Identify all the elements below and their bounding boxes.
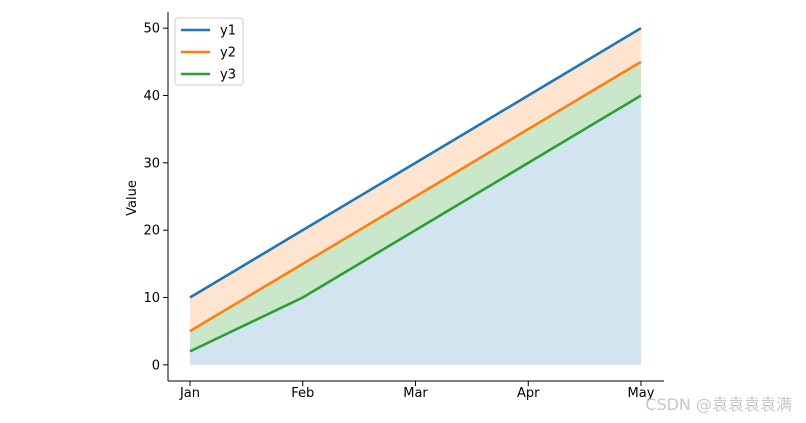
y-tick-label: 20 <box>143 224 160 239</box>
x-tick-label: Feb <box>291 386 314 401</box>
series-line-y2 <box>189 60 642 333</box>
legend-label-y2: y2 <box>220 46 236 61</box>
x-ticks: Jan Feb Mar Apr May <box>179 381 655 401</box>
legend-label-y3: y3 <box>220 68 236 83</box>
watermark: CSDN @袁袁袁袁满 <box>645 395 792 414</box>
y-ticks: 0 10 20 30 40 50 <box>143 22 168 373</box>
legend-label-y1: y1 <box>220 24 236 39</box>
series-line-y3 <box>189 94 642 353</box>
y-tick-label: 10 <box>143 291 160 306</box>
x-tick-label: Jan <box>179 386 200 401</box>
series-lines <box>189 27 642 353</box>
y-tick-label: 0 <box>152 358 160 373</box>
y-tick-label: 30 <box>143 156 160 171</box>
legend: y1 y2 y3 <box>174 17 244 86</box>
y-tick-label: 40 <box>143 89 160 104</box>
x-tick-label: Apr <box>517 386 540 401</box>
fill-area-y2-y3 <box>190 61 641 352</box>
series-line-y1 <box>189 27 642 299</box>
fill-area-y1-y2 <box>190 28 641 332</box>
y-tick-label: 50 <box>143 22 160 37</box>
x-tick-label: May <box>628 386 655 401</box>
x-tick-label: Mar <box>403 386 428 401</box>
y-axis-label: Value <box>125 180 140 216</box>
